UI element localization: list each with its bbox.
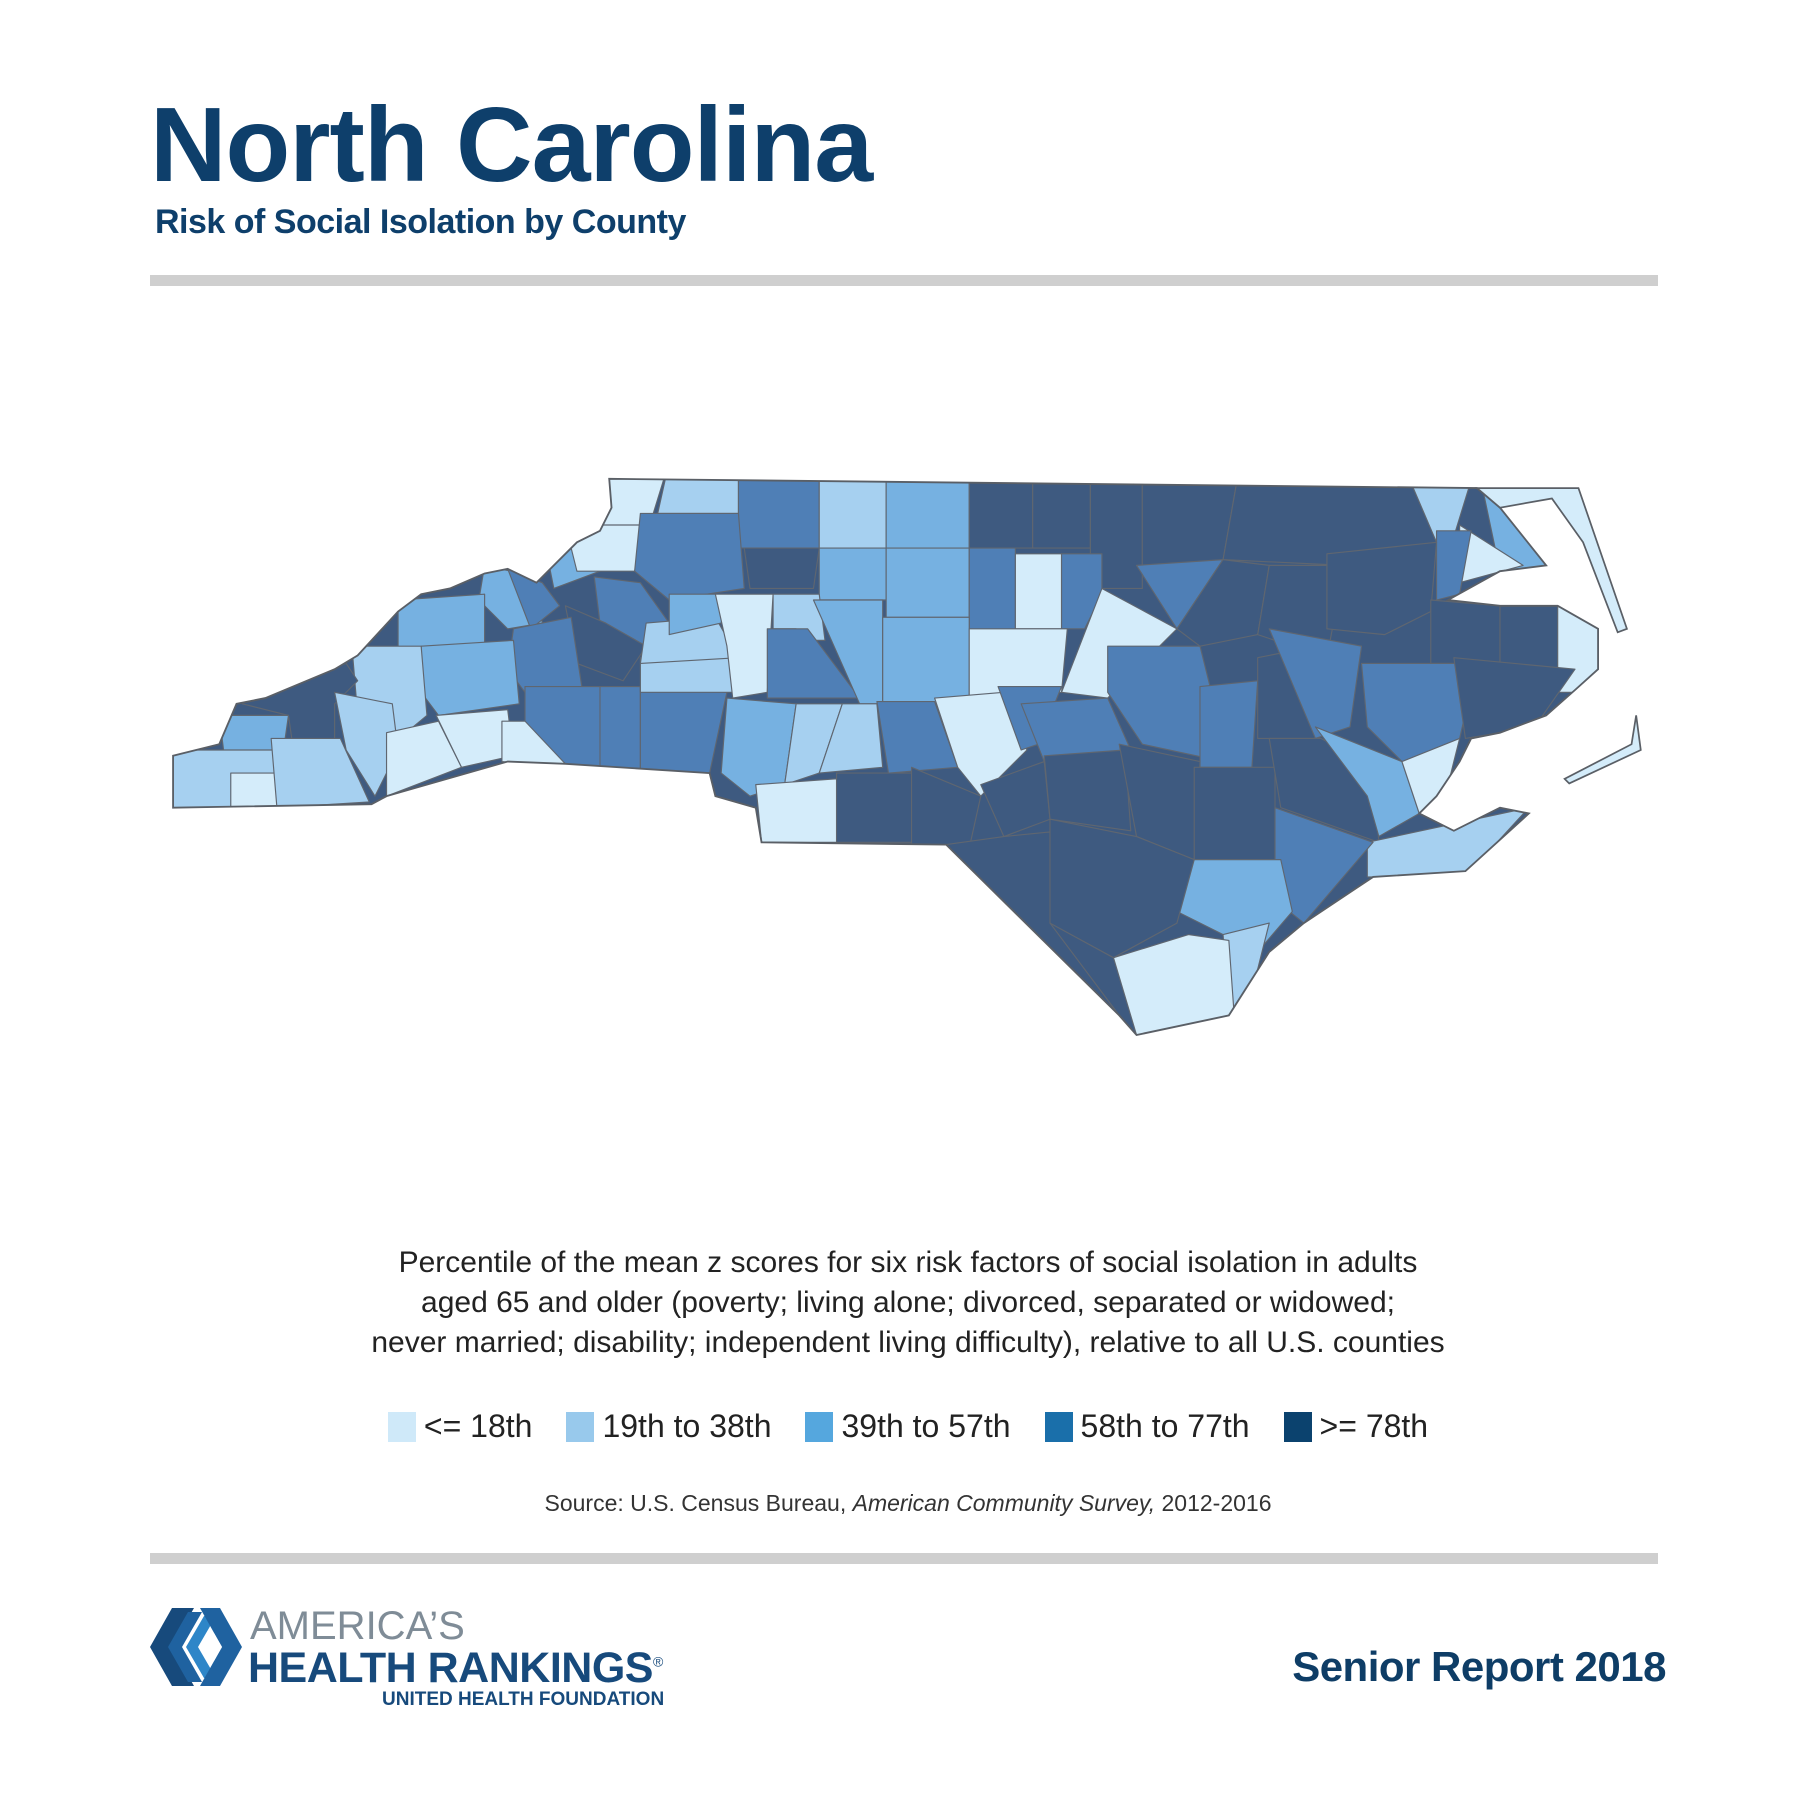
logo-text-americas: AMERICA’S (250, 1604, 465, 1648)
county-region (934, 691, 1028, 797)
legend-swatch (387, 1411, 416, 1442)
bottom-divider (150, 1553, 1658, 1564)
outer-banks-south (1563, 715, 1642, 785)
county-region (270, 737, 370, 809)
county-region (657, 478, 740, 515)
registered-mark: ® (652, 1653, 663, 1670)
county-region (885, 547, 970, 618)
county-region (1112, 934, 1236, 1035)
county-region (1326, 541, 1438, 636)
source-prefix: Source: U.S. Census Bureau, (544, 1490, 853, 1516)
source-years: 2012-2016 (1155, 1490, 1272, 1516)
county-region (507, 616, 584, 693)
legend: <= 18th 19th to 38th 39th to 57th 58th t… (200, 1408, 1616, 1445)
county-region (835, 772, 918, 843)
description-line: aged 65 and older (poverty; living alone… (421, 1286, 1395, 1319)
logo-text-health-rankings: HEALTH RANKINGS® (248, 1644, 663, 1693)
legend-item: 58th to 77th (1044, 1408, 1250, 1445)
legend-label: 58th to 77th (1080, 1408, 1250, 1444)
county-region (968, 478, 1034, 549)
county-region (599, 685, 641, 772)
county-region (1314, 726, 1420, 838)
county-region (818, 547, 887, 601)
description-line: Percentile of the mean z scores for six … (398, 1246, 1418, 1279)
page-title: North Carolina (150, 86, 873, 204)
legend-swatch (805, 1411, 834, 1442)
county-region (743, 547, 820, 590)
legend-item: <= 18th (387, 1408, 533, 1445)
county-region (1430, 599, 1501, 665)
county-region (882, 616, 970, 705)
county-region (818, 703, 884, 774)
state-border (172, 477, 1599, 1037)
americas-health-rankings-logo-icon (150, 1608, 242, 1686)
county-region (1268, 628, 1363, 740)
county-region (885, 478, 970, 549)
county-region (1176, 559, 1270, 647)
county-region (968, 628, 1068, 699)
legend-swatch (1283, 1411, 1312, 1442)
legend-item: 39th to 57th (805, 1408, 1011, 1445)
description-line: never married; disability; independent l… (371, 1326, 1445, 1359)
county-region (1499, 605, 1559, 670)
logo-text-main: HEALTH RANKINGS (248, 1644, 653, 1692)
county-region (1193, 766, 1276, 861)
legend-label: >= 78th (1319, 1408, 1429, 1444)
legend-item: 19th to 38th (566, 1408, 771, 1445)
legend-swatch (1044, 1411, 1073, 1442)
logo-text-uhf: UNITED HEALTH FOUNDATION (382, 1689, 665, 1710)
legend-label: 19th to 38th (602, 1408, 772, 1444)
report-title: Senior Report 2018 (1292, 1643, 1666, 1690)
county-region (668, 593, 728, 636)
source-title: American Community Survey, (852, 1490, 1156, 1516)
county-region (1032, 478, 1091, 549)
top-divider (150, 275, 1658, 286)
county-region (737, 478, 820, 549)
county-region (1089, 478, 1143, 590)
county-region (420, 639, 520, 716)
legend-item: >= 78th (1283, 1408, 1429, 1445)
county-region (1043, 749, 1132, 832)
county-region (1049, 818, 1195, 959)
county-region (564, 524, 647, 572)
source-note: Source: U.S. Census Bureau, American Com… (200, 1490, 1616, 1517)
county-region (1014, 553, 1063, 630)
county-region (818, 478, 887, 549)
legend-label: <= 18th (423, 1408, 533, 1444)
county-region (1199, 680, 1259, 768)
legend-label: 39th to 57th (841, 1408, 1011, 1444)
page-subtitle: Risk of Social Isolation by County (155, 203, 686, 241)
county-region (755, 778, 841, 843)
outer-banks-north (1474, 487, 1629, 634)
counties-group (173, 478, 1599, 1035)
map-description: Percentile of the mean z scores for six … (200, 1243, 1616, 1363)
county-region (714, 593, 774, 699)
county-region (968, 547, 1016, 633)
legend-swatch (566, 1411, 595, 1442)
